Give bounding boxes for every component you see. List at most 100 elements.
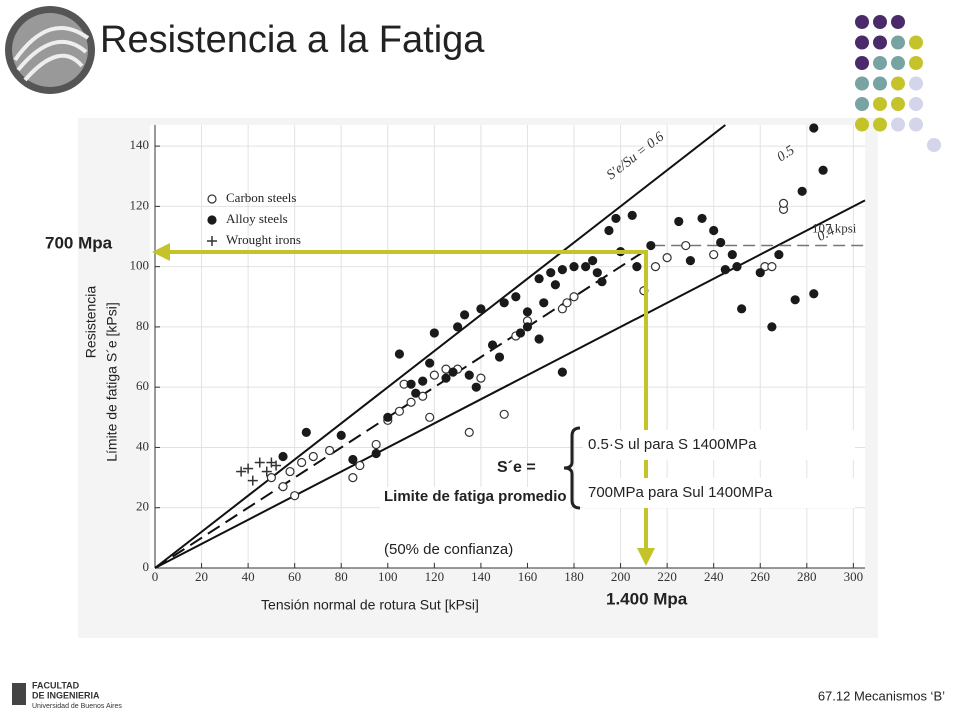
option-box (583, 430, 855, 460)
x-tick-label: 140 (471, 569, 491, 584)
point (429, 328, 439, 338)
x-tick-label: 80 (335, 569, 348, 584)
point (515, 328, 526, 338)
deco-dot (855, 76, 869, 91)
deco-dot (891, 76, 905, 91)
point (546, 268, 556, 278)
point (539, 298, 549, 308)
point (406, 397, 416, 407)
point (394, 349, 405, 359)
point (681, 240, 691, 251)
footer-logo: Universidad de Buenos Aires (32, 703, 122, 710)
point (207, 236, 217, 246)
point (371, 439, 381, 450)
y-tick-label: 40 (136, 438, 149, 453)
y-tick-label: 120 (130, 197, 150, 212)
y-tick-label: 60 (136, 378, 149, 393)
arrow-head (637, 548, 655, 566)
point (646, 240, 656, 251)
y-tick-label: 100 (130, 258, 150, 273)
point (569, 292, 579, 302)
point (266, 472, 276, 483)
y-axis-label: Límite de fatiga S´e [kPsi] (104, 302, 120, 462)
deco-dot (909, 97, 923, 111)
option-2: 700MPa para Sul 1400MPa (588, 484, 773, 501)
slide-title: Resistencia a la Fatiga (100, 19, 485, 61)
point (716, 237, 726, 248)
deco-dot (873, 15, 887, 29)
x-tick-label: 300 (844, 569, 864, 584)
point (476, 304, 486, 314)
point (650, 262, 661, 272)
point (425, 412, 435, 422)
point (464, 427, 474, 437)
point (371, 448, 381, 459)
sut-mpa-label: 1.400 Mpa (606, 589, 688, 608)
point (604, 225, 614, 236)
point (727, 249, 737, 260)
point (592, 268, 602, 278)
point (394, 406, 405, 416)
point (809, 289, 819, 299)
x-tick-label: 180 (564, 569, 584, 584)
point (597, 277, 607, 287)
x-tick-label: 100 (378, 569, 398, 584)
point (448, 367, 458, 377)
x-tick-label: 20 (195, 569, 208, 584)
x-tick-label: 160 (518, 569, 538, 584)
deco-dot (855, 117, 869, 132)
logo-stripes (13, 26, 90, 82)
footer-logo: FACULTAD (32, 680, 80, 690)
point (569, 262, 579, 272)
deco-dot (909, 56, 923, 70)
point (499, 409, 509, 419)
point (308, 451, 318, 462)
footer-logo: DE INGENIERIA (32, 690, 100, 700)
point (534, 334, 544, 344)
point (441, 373, 451, 383)
x-tick-label: 200 (611, 569, 631, 584)
se-mpa-label: 700 Mpa (45, 233, 113, 252)
deco-dot (909, 117, 923, 132)
deco-dot (855, 15, 869, 29)
point (557, 367, 567, 377)
ratio-line (154, 199, 866, 569)
avg-label-bold: Limite de fatiga promedio (384, 488, 567, 505)
point (732, 262, 742, 272)
plateau-label: 107 kpsi (812, 221, 857, 236)
point (697, 213, 707, 224)
point (207, 215, 217, 225)
deco-dot (855, 56, 869, 70)
point (487, 340, 498, 350)
se-equals: S´e = (497, 459, 536, 476)
y-tick-label: 80 (136, 318, 149, 333)
point (285, 466, 295, 477)
deco-dot (873, 56, 887, 70)
point (685, 256, 696, 266)
point (632, 262, 642, 272)
arrow-head (152, 243, 170, 261)
point (278, 482, 288, 492)
point (278, 451, 288, 462)
y-tick-label: 0 (143, 559, 150, 574)
deco-dot (891, 56, 905, 70)
deco-dot (873, 76, 887, 91)
point (522, 322, 533, 332)
point (297, 457, 307, 468)
point (494, 352, 505, 362)
point (247, 475, 258, 486)
point (460, 310, 470, 320)
deco-dot (873, 35, 887, 50)
point (720, 265, 730, 275)
point (774, 249, 784, 260)
point (348, 472, 358, 483)
point (261, 466, 272, 477)
point (511, 292, 521, 302)
point (271, 460, 282, 471)
logo-globe-inner (12, 13, 88, 87)
line-label: 0.4 (815, 223, 837, 244)
point (674, 216, 684, 227)
point (534, 274, 544, 284)
point (562, 298, 572, 308)
